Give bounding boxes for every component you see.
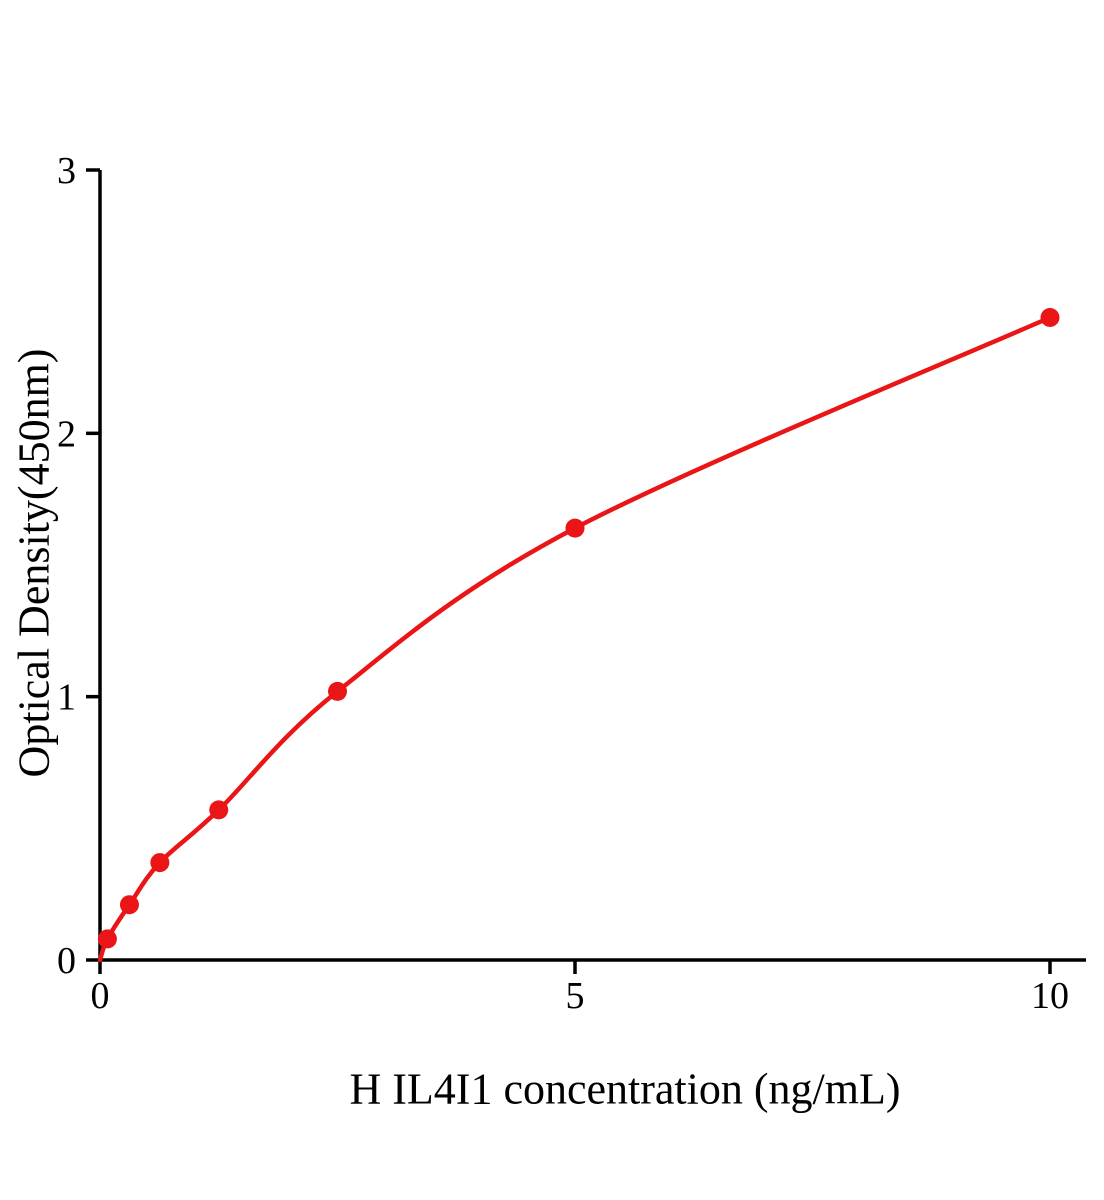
data-point bbox=[97, 929, 117, 949]
data-point bbox=[1040, 307, 1060, 327]
fit-curve bbox=[97, 315, 1053, 963]
data-point bbox=[119, 895, 139, 915]
y-tick-label: 0 bbox=[57, 940, 76, 982]
y-tick-label: 2 bbox=[57, 413, 76, 455]
y-tick-label: 3 bbox=[57, 150, 76, 192]
x-tick-label: 0 bbox=[91, 975, 110, 1017]
y-tick-label: 1 bbox=[57, 677, 76, 719]
data-point bbox=[565, 518, 585, 538]
data-point bbox=[209, 800, 229, 820]
y-axis-label: Optical Density(450nm) bbox=[9, 348, 59, 778]
data-point bbox=[328, 681, 347, 701]
x-tick-label: 5 bbox=[566, 975, 585, 1017]
x-tick-label: 10 bbox=[1031, 975, 1069, 1017]
data-point bbox=[150, 853, 170, 873]
x-axis-label: H IL4I1 concentration (ng/mL) bbox=[349, 1064, 901, 1114]
